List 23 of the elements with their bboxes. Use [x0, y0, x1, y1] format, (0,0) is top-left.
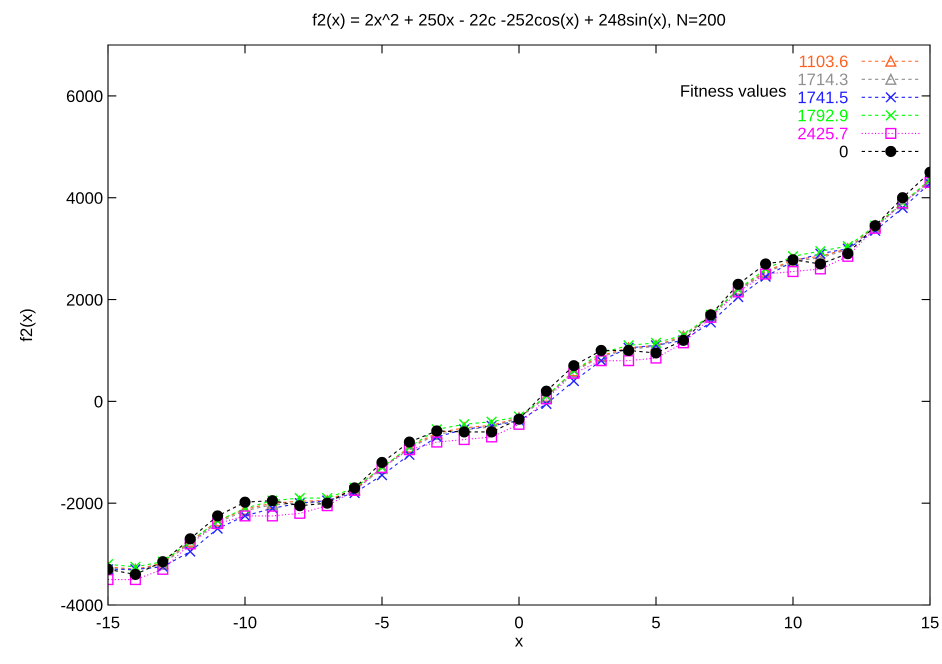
x-tick-label: -5 [375, 616, 389, 628]
y-tick-label: 2000 [66, 294, 102, 306]
legend-label: 1103.6 [800, 55, 848, 68]
legend-label: 2425.7 [798, 128, 848, 140]
y-tick-label: 4000 [66, 192, 102, 204]
x-tick-label: 5 [652, 616, 660, 628]
y-tick-label: 6000 [66, 90, 102, 102]
legend-label: 1741.5 [798, 92, 848, 104]
x-tick-label: 0 [515, 616, 523, 628]
y-tick-label: -2000 [61, 498, 102, 510]
legend-label: 1714.3 [798, 73, 848, 86]
x-axis-title: x [515, 638, 523, 647]
x-tick-label: 15 [922, 616, 939, 628]
x-tick-label: -10 [234, 616, 256, 628]
y-tick-label: -4000 [61, 599, 102, 612]
legend-label: 1792.9 [798, 110, 848, 122]
y-axis-title: f2(x) [20, 309, 36, 342]
legend-title: Fitness values [681, 84, 786, 97]
x-tick-label: 10 [785, 616, 802, 628]
y-tick-label: 0 [94, 396, 102, 408]
chart-title: f2(x) = 2x^2 + 250x - 22c -252cos(x) + 248sin(x), N=200 [312, 13, 726, 30]
legend-label: 0 [840, 146, 848, 158]
x-tick-label: -15 [96, 616, 120, 628]
